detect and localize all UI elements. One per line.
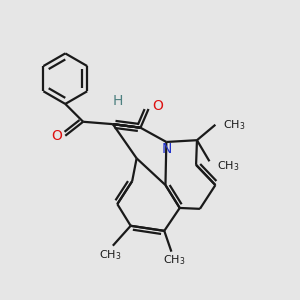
Text: CH$_3$: CH$_3$ [217, 159, 239, 173]
Text: O: O [51, 129, 62, 143]
Text: N: N [161, 142, 172, 156]
Text: O: O [152, 99, 163, 113]
Text: CH$_3$: CH$_3$ [223, 118, 245, 132]
Text: CH$_3$: CH$_3$ [163, 254, 186, 268]
Text: H: H [113, 94, 123, 108]
Text: CH$_3$: CH$_3$ [99, 248, 121, 262]
